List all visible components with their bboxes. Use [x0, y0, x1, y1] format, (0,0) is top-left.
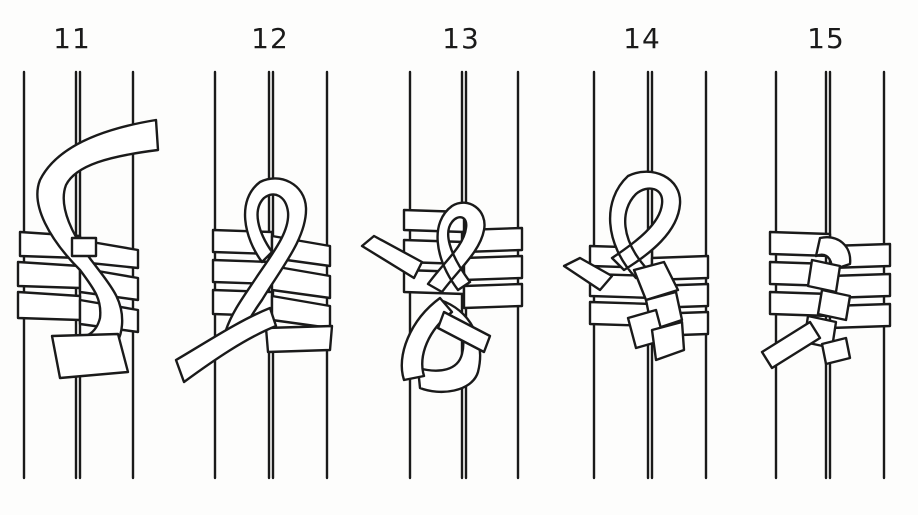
- step-number-14: 14: [623, 22, 661, 55]
- knot-step-13: [360, 70, 524, 480]
- step-number-15: 15: [807, 22, 845, 55]
- step-number-12: 12: [251, 22, 289, 55]
- knot-step-11: [16, 70, 160, 480]
- knot-step-14: [562, 70, 710, 480]
- step-number-11: 11: [53, 22, 91, 55]
- step-number-13: 13: [442, 22, 480, 55]
- knot-step-15: [760, 70, 892, 480]
- knot-step-12: [174, 70, 334, 480]
